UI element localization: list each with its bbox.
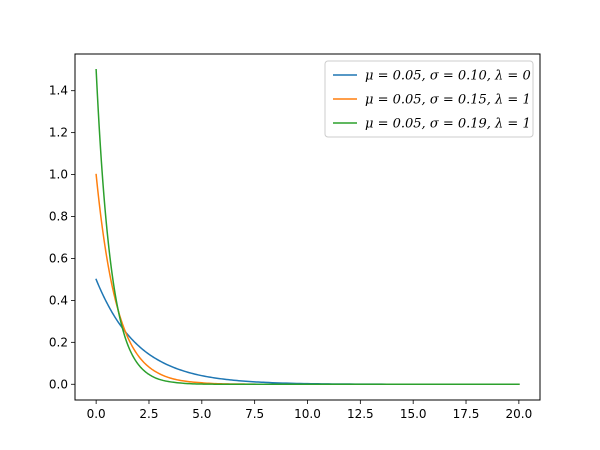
legend-label-1: μ = 0.05, σ = 0.10, λ = 0 <box>365 69 531 84</box>
x-tick-label: 2.5 <box>139 407 158 421</box>
y-tick-label: 1.4 <box>49 84 68 98</box>
legend-label-3: μ = 0.05, σ = 0.19, λ = 1 <box>365 117 531 132</box>
legend-box <box>324 60 534 138</box>
x-tick-label: 20.0 <box>506 407 533 421</box>
x-axis: 0.0 2.5 5.0 7.5 10.0 12.5 15.0 17.5 20.0 <box>87 400 533 421</box>
y-tick-label: 0.0 <box>49 377 68 391</box>
y-axis: 0.0 0.2 0.4 0.6 0.8 1.0 1.2 1.4 <box>49 84 75 391</box>
x-tick-label: 17.5 <box>453 407 480 421</box>
y-tick-label: 0.4 <box>49 293 68 307</box>
x-tick-label: 7.5 <box>245 407 264 421</box>
y-tick-label: 1.0 <box>49 168 68 182</box>
y-tick-label: 1.2 <box>49 126 68 140</box>
plot-area <box>95 68 520 386</box>
y-tick-label: 0.6 <box>49 251 68 265</box>
y-tick-label: 0.2 <box>49 335 68 349</box>
x-tick-label: 15.0 <box>400 407 427 421</box>
legend: μ = 0.05, σ = 0.10, λ = 0 μ = 0.05, σ = 0… <box>324 60 534 138</box>
x-tick-label: 0.0 <box>87 407 106 421</box>
legend-label-2: μ = 0.05, σ = 0.15, λ = 1 <box>365 93 531 108</box>
x-tick-label: 12.5 <box>347 407 374 421</box>
axes-frame <box>74 53 541 401</box>
x-tick-label: 10.0 <box>294 407 321 421</box>
x-tick-label: 5.0 <box>192 407 211 421</box>
series-line-3 <box>95 68 520 386</box>
y-tick-label: 0.8 <box>49 210 68 224</box>
